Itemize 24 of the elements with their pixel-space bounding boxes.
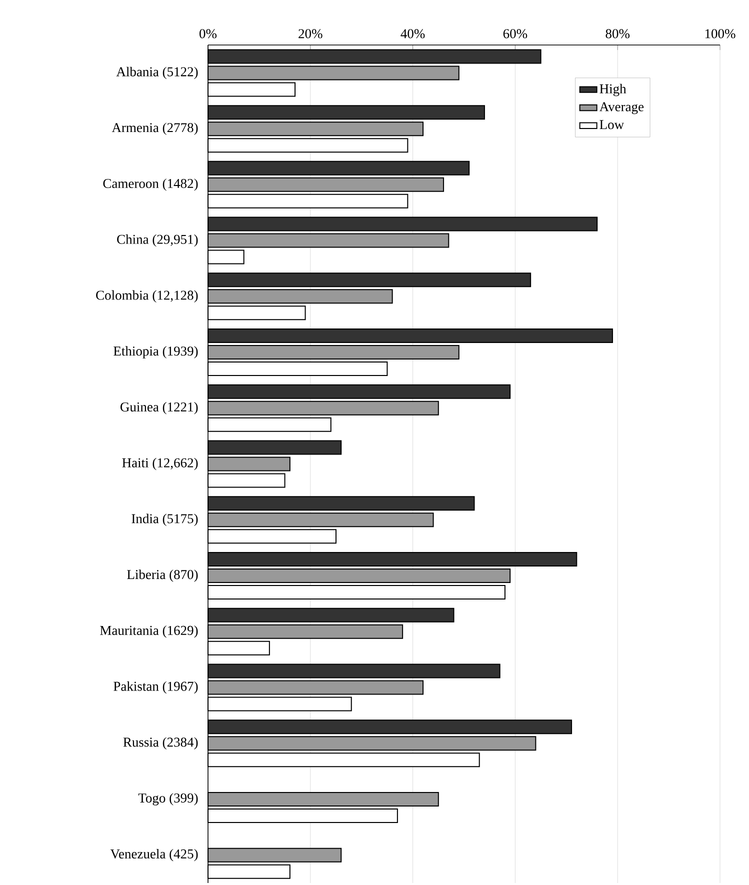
y-tick-label: Mauritania (1629) bbox=[100, 626, 198, 638]
x-tick-label: 80% bbox=[606, 29, 630, 38]
y-tick-label: India (5175) bbox=[132, 514, 198, 526]
y-tick-label: Cameroon (1482) bbox=[103, 178, 198, 191]
y-tick-label: Haiti (12,662) bbox=[122, 458, 198, 470]
legend-label: High bbox=[600, 84, 626, 96]
y-tick-label: China (29,951) bbox=[117, 234, 198, 247]
legend-label: Average bbox=[599, 102, 644, 114]
legend-label: Low bbox=[600, 120, 624, 130]
x-tick-label: 0% bbox=[200, 29, 217, 38]
x-tick-label: 100% bbox=[705, 29, 736, 38]
x-tick-label: 40% bbox=[400, 29, 425, 38]
y-tick-label: Liberia (870) bbox=[127, 570, 198, 582]
y-tick-label: Togo (399) bbox=[138, 793, 198, 806]
y-tick-label: Guinea (1221) bbox=[120, 402, 198, 414]
x-tick-label: 60% bbox=[503, 29, 528, 38]
x-tick-label: 20% bbox=[298, 29, 322, 38]
y-tick-label: Armenia (2778) bbox=[112, 122, 198, 135]
y-tick-label: Albania (5122) bbox=[116, 66, 198, 80]
y-tick-label: Russia (2384) bbox=[123, 737, 198, 750]
y-tick-label: Colombia (12,128) bbox=[96, 290, 198, 303]
y-tick-label: Venezuela (425) bbox=[110, 848, 198, 862]
y-tick-label: Ethiopia (1939) bbox=[114, 346, 198, 358]
y-tick-label: Pakistan (1967) bbox=[114, 681, 198, 694]
